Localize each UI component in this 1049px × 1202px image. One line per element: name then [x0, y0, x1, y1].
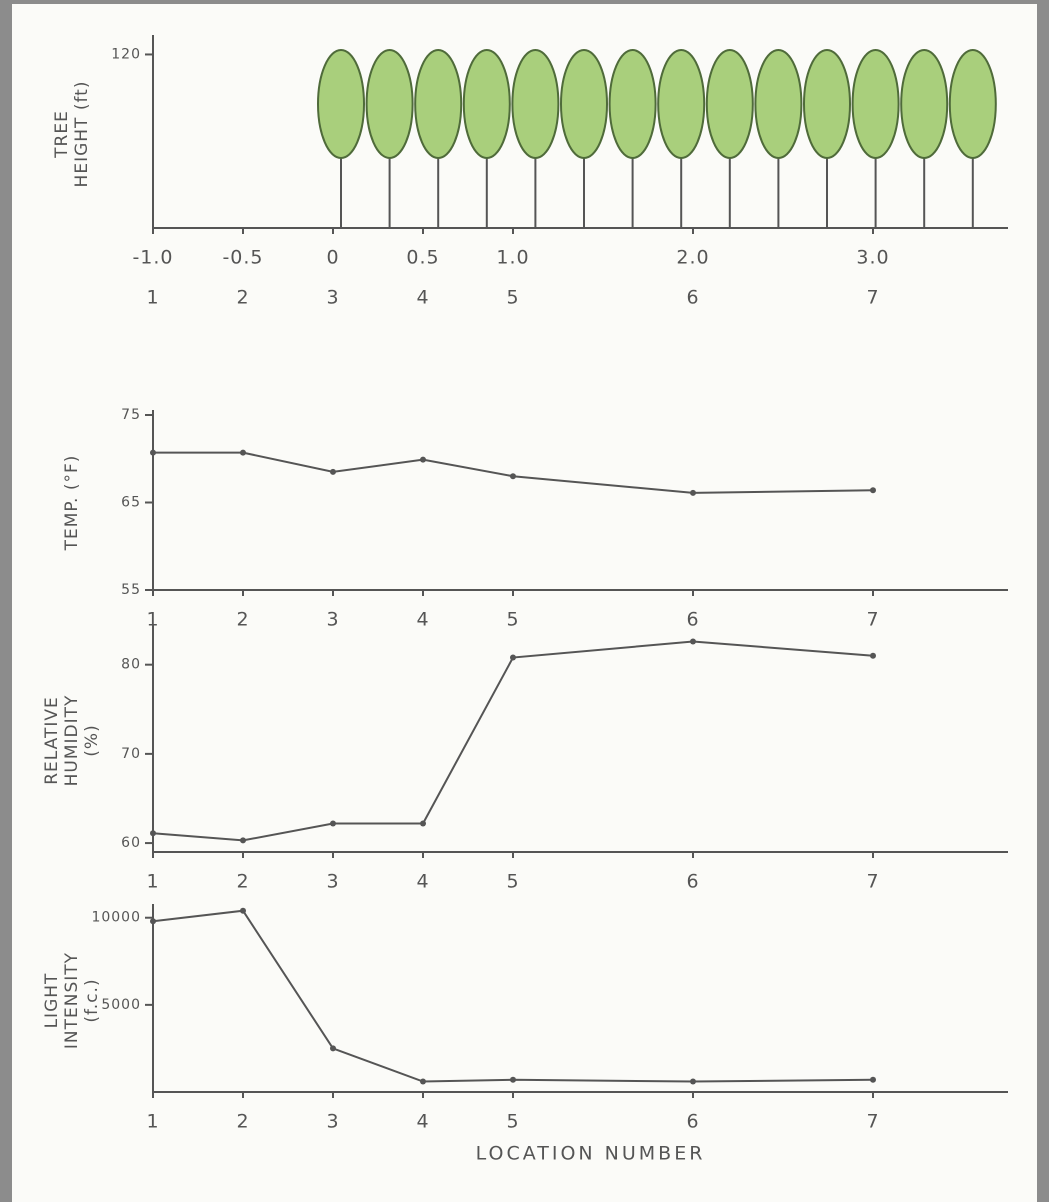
y-tick-label: 75 — [121, 407, 141, 423]
x-tick-label: 7 — [866, 1111, 879, 1133]
data-point — [150, 450, 156, 456]
x-tick-label: 2.0 — [676, 247, 709, 269]
y-axis-label: (%) — [82, 724, 102, 756]
chart-page: 120 TREEHEIGHT (ft) -1.0 -0.5 0 0.5 1.0 2.0 3.0 1… — [0, 0, 1049, 1202]
x-tick-label: 6 — [686, 871, 699, 893]
data-point — [510, 655, 516, 661]
y-axis-label: HUMIDITY — [62, 695, 82, 787]
tree-crown — [950, 50, 996, 158]
paper — [12, 4, 1037, 1202]
y-tick-label: 70 — [121, 746, 141, 762]
data-point — [240, 837, 246, 843]
x-tick-label: 5 — [506, 287, 519, 309]
x-tick-label: 3 — [326, 609, 339, 631]
data-point — [150, 830, 156, 836]
x-tick-label: 6 — [686, 287, 699, 309]
y-tick-label: 5000 — [101, 997, 141, 1013]
x-tick-label: 2 — [236, 1111, 249, 1133]
tree-crown — [755, 50, 801, 158]
y-tick-label: 120 — [111, 46, 141, 62]
y-axis-label: RELATIVE — [42, 696, 62, 785]
x-tick-label: 2 — [236, 871, 249, 893]
y-axis-label: HEIGHT (ft) — [72, 81, 92, 188]
data-point — [330, 469, 336, 475]
data-point — [510, 1077, 516, 1083]
tree-crown — [464, 50, 510, 158]
y-tick-label: 80 — [121, 657, 141, 673]
data-point — [870, 653, 876, 659]
tree-crown — [804, 50, 850, 158]
tree-crown — [512, 50, 558, 158]
x-tick-label: 3 — [326, 287, 339, 309]
x-tick-label: 3 — [326, 1111, 339, 1133]
data-point — [510, 473, 516, 479]
x-tick-label: 2 — [236, 287, 249, 309]
tree-crown — [707, 50, 753, 158]
y-tick-label: 60 — [121, 835, 141, 851]
tree-crown — [415, 50, 461, 158]
x-tick-label: 3 — [326, 871, 339, 893]
x-tick-label: 1 — [146, 287, 159, 309]
data-point — [690, 1079, 696, 1085]
tree-crown — [367, 50, 413, 158]
x-tick-label: 6 — [686, 1111, 699, 1133]
x-tick-label: 5 — [506, 609, 519, 631]
data-point — [420, 457, 426, 463]
y-tick-label: 65 — [121, 495, 141, 511]
x-tick-label: 7 — [866, 287, 879, 309]
data-point — [420, 1079, 426, 1085]
y-axis-label: TEMP. (°F) — [62, 455, 82, 552]
x-tick-label: 4 — [416, 871, 429, 893]
tree-crown — [610, 50, 656, 158]
x-tick-label: 1 — [146, 871, 159, 893]
data-point — [420, 820, 426, 826]
x-tick-label: 1 — [146, 1111, 159, 1133]
x-tick-label: -1.0 — [132, 247, 173, 269]
x-tick-label: 1.0 — [496, 247, 529, 269]
y-tick-label: 10000 — [91, 910, 141, 926]
x-axis-label: LOCATION NUMBER — [476, 1143, 706, 1165]
x-tick-label: 5 — [506, 871, 519, 893]
y-tick-label: 55 — [121, 582, 141, 598]
x-tick-label: 4 — [416, 1111, 429, 1133]
x-tick-label: 7 — [866, 871, 879, 893]
data-point — [240, 908, 246, 914]
tree-crown — [658, 50, 704, 158]
x-tick-label: 5 — [506, 1111, 519, 1133]
data-point — [330, 820, 336, 826]
y-axis-label: (f.c.) — [82, 978, 102, 1022]
x-tick-label: 6 — [686, 609, 699, 631]
tree-crown — [561, 50, 607, 158]
tree-crown — [901, 50, 947, 158]
x-tick-label: 4 — [416, 287, 429, 309]
tree-crown — [318, 50, 364, 158]
x-tick-label: 0.5 — [406, 247, 439, 269]
data-point — [150, 918, 156, 924]
data-point — [870, 1077, 876, 1083]
y-axis-label: INTENSITY — [62, 952, 82, 1049]
x-tick-label: 4 — [416, 609, 429, 631]
data-point — [330, 1045, 336, 1051]
data-point — [870, 487, 876, 493]
x-tick-label: 7 — [866, 609, 879, 631]
x-tick-label: -0.5 — [222, 247, 263, 269]
x-tick-label: 2 — [236, 609, 249, 631]
y-axis-label: LIGHT — [42, 973, 62, 1029]
tree-crown — [853, 50, 899, 158]
data-point — [240, 450, 246, 456]
y-axis-label: TREE — [52, 110, 72, 159]
data-point — [690, 490, 696, 496]
data-point — [690, 638, 696, 644]
x-tick-label: 3.0 — [856, 247, 889, 269]
x-tick-label: 0 — [326, 247, 339, 269]
